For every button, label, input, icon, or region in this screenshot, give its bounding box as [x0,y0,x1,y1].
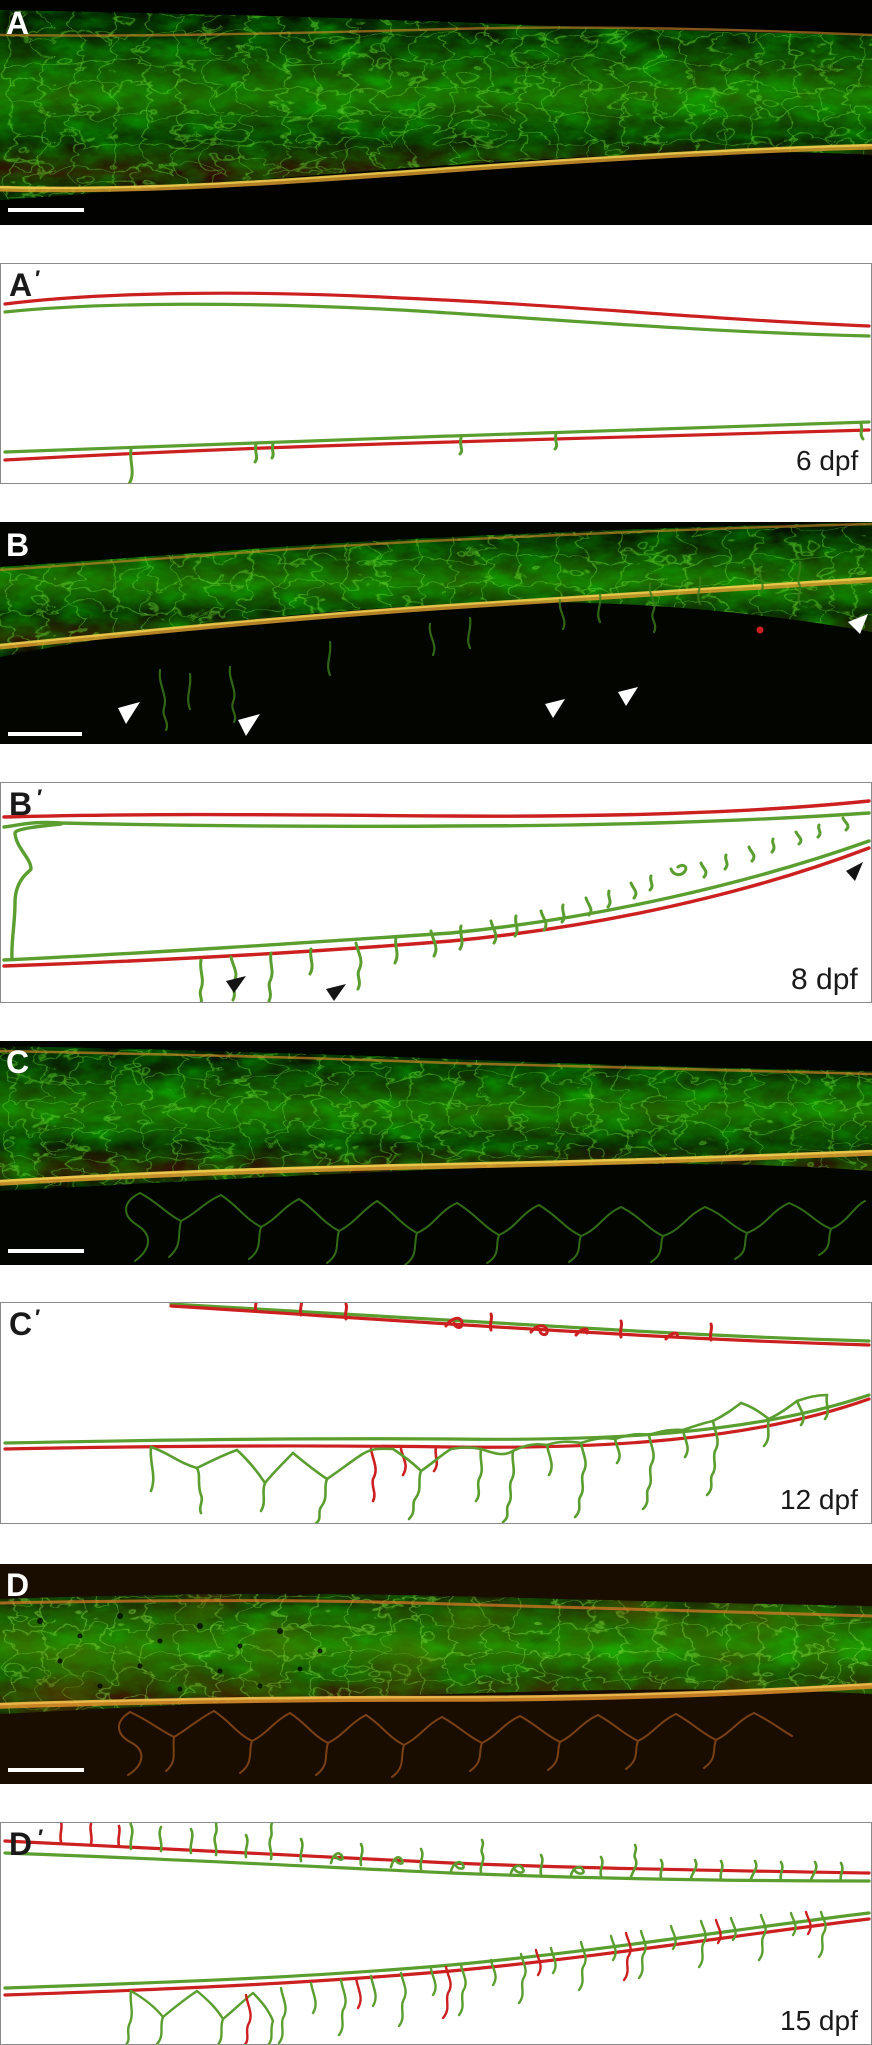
svg-text:B: B [9,786,32,822]
svg-text:′: ′ [35,266,40,291]
svg-text:A: A [6,5,29,41]
svg-text:12 dpf: 12 dpf [780,1484,858,1515]
svg-text:C: C [9,1306,32,1342]
svg-text:B: B [6,527,29,563]
svg-text:8 dpf: 8 dpf [791,963,858,996]
svg-text:15 dpf: 15 dpf [780,2005,858,2036]
svg-text:A: A [9,267,32,303]
svg-text:D: D [6,1567,29,1603]
svg-text:D: D [9,1826,32,1862]
svg-text:′: ′ [38,1825,43,1850]
svg-text:6 dpf: 6 dpf [796,445,858,476]
svg-text:′: ′ [37,785,42,810]
svg-text:′: ′ [35,1305,40,1330]
svg-text:C: C [6,1044,29,1080]
